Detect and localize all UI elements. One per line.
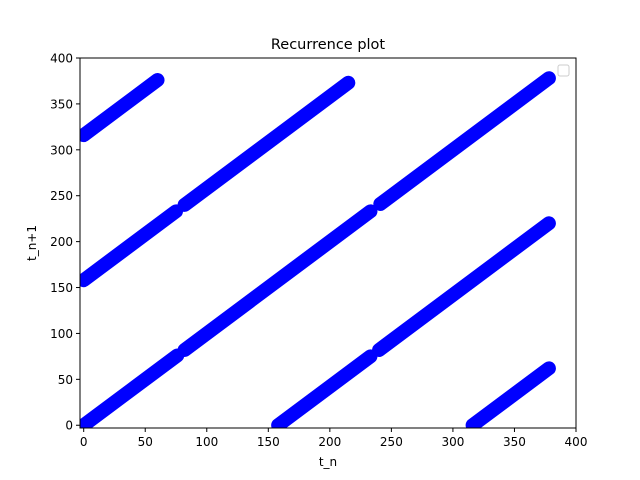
x-tick-label: 250 [380,435,403,449]
y-tick-label: 350 [50,97,73,111]
y-tick-label: 100 [50,327,73,341]
chart-title: Recurrence plot [271,37,386,53]
scatter-band-8 [372,216,556,357]
x-tick-label: 200 [318,435,341,449]
x-axis-ticks: 0 50 100 150 200 250 300 350 400 [80,428,588,449]
scatter-band-2 [80,204,183,288]
x-tick-label: 0 [80,435,88,449]
scatter-band-4 [80,348,185,428]
x-tick-label: 100 [195,435,218,449]
scatter-band-7 [271,349,378,428]
x-axis-label: t_n [319,455,337,469]
y-tick-label: 0 [65,419,73,433]
scatter-band-5 [177,204,378,357]
x-tick-label: 400 [565,435,588,449]
scatter-band-9 [465,361,556,428]
scatter-band-3 [177,75,356,212]
plot-frame [79,57,577,429]
legend-box [557,64,570,77]
x-tick-label: 150 [257,435,280,449]
scatter-band-1 [80,73,165,143]
y-tick-label: 150 [50,281,73,295]
y-tick-label: 50 [58,373,73,387]
data-bands [80,71,556,428]
scatter-band-6 [373,71,556,211]
y-tick-label: 250 [50,189,73,203]
y-tick-label: 200 [50,235,73,249]
x-tick-label: 50 [138,435,153,449]
y-axis-label: t_n+1 [25,225,39,261]
x-tick-label: 300 [441,435,464,449]
x-tick-label: 350 [503,435,526,449]
y-tick-label: 300 [50,143,73,157]
y-tick-label: 400 [50,52,73,66]
y-axis-ticks: 0 50 100 150 200 250 300 350 400 [50,52,80,433]
